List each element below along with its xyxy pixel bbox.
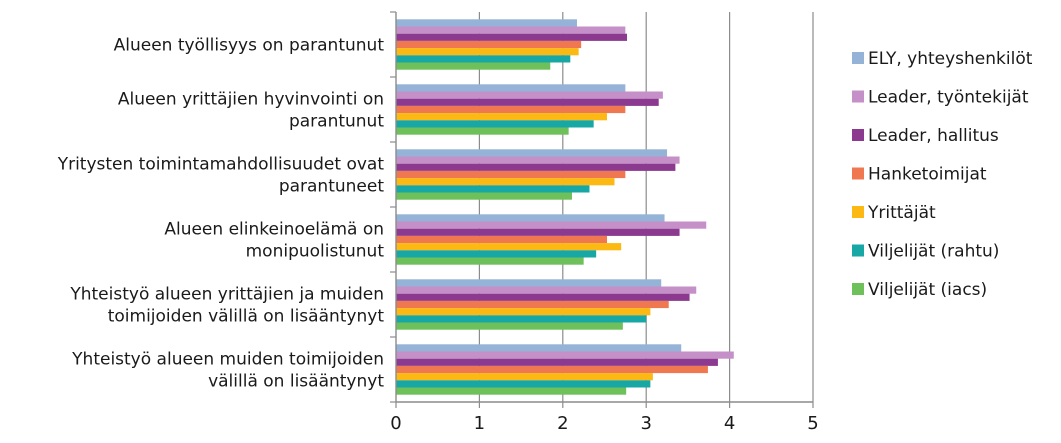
bar-5-4 [396, 300, 669, 309]
bar-1-1 [396, 19, 577, 27]
bar-2-4 [396, 105, 626, 114]
legend-label-1: ELY, yhteyshenkilöt [868, 49, 1033, 69]
bar-3-7 [396, 192, 572, 200]
bar-4-6 [396, 250, 597, 258]
bar-6-7 [396, 387, 627, 395]
bar-6-4 [396, 365, 708, 374]
category-label-5-line-2: toimijoiden välillä on lisääntynyt [108, 307, 385, 327]
bar-3-6 [396, 185, 590, 193]
bar-5-3 [396, 293, 690, 301]
tick-label-3: 3 [640, 413, 651, 434]
bar-5-1 [396, 279, 662, 287]
bar-4-7 [396, 257, 584, 265]
category-label-5-line-1: Yhteistyö alueen yrittäjien ja muiden [69, 285, 384, 305]
category-labels: Alueen työllisyys on parantunut Alueen yr… [57, 36, 385, 392]
legend-swatch-5 [852, 206, 864, 218]
bar-1-2 [396, 26, 626, 34]
bar-2-1 [396, 84, 626, 92]
bar-1-4 [396, 40, 582, 49]
bars [396, 19, 734, 395]
bar-6-6 [396, 380, 651, 388]
legend: ELY, yhteyshenkilöt Leader, työntekijät Le… [852, 49, 1033, 300]
tick-label-4: 4 [724, 413, 735, 434]
bar-6-3 [396, 358, 718, 366]
bar-6-1 [396, 344, 682, 352]
category-label-2-line-2: parantunut [289, 112, 384, 132]
bar-1-5 [396, 48, 579, 56]
legend-swatch-3 [852, 129, 864, 141]
tick-label-5: 5 [807, 413, 818, 434]
tick-label-1: 1 [474, 413, 485, 434]
bar-1-6 [396, 55, 571, 63]
tick-label-2: 2 [557, 413, 568, 434]
category-label-4-line-2: monipuolistunut [246, 242, 385, 262]
category-label-6-line-1: Yhteistyö alueen muiden toimijoiden [71, 350, 384, 370]
legend-label-2: Leader, työntekijät [868, 88, 1029, 108]
bar-5-7 [396, 322, 623, 330]
tick-labels: 0 1 2 3 4 5 [390, 413, 818, 434]
bar-5-2 [396, 286, 697, 294]
bar-5-5 [396, 308, 651, 316]
legend-label-4: Hanketoimijat [868, 165, 987, 185]
legend-label-7: Viljelijät (iacs) [868, 280, 987, 300]
gridlines [478, 12, 814, 402]
legend-label-5: Yrittäjät [867, 203, 936, 223]
legend-swatch-7 [852, 283, 864, 295]
bar-6-5 [396, 373, 653, 381]
bar-1-3 [396, 33, 628, 41]
bar-4-4 [396, 235, 608, 244]
bar-2-3 [396, 98, 659, 106]
legend-swatch-2 [852, 90, 864, 103]
legend-label-6: Viljelijät (rahtu) [868, 242, 999, 262]
category-label-6-line-2: välillä on lisääntynyt [208, 372, 384, 392]
category-label-1-line-1: Alueen työllisyys on parantunut [114, 36, 385, 56]
bar-2-5 [396, 113, 608, 121]
bar-2-7 [396, 127, 569, 135]
bar-1-7 [396, 62, 551, 70]
bar-4-1 [396, 214, 665, 222]
bar-4-2 [396, 221, 707, 229]
axes [390, 11, 814, 408]
bar-3-1 [396, 149, 668, 157]
bar-3-4 [396, 170, 626, 179]
bar-2-2 [396, 91, 663, 99]
category-label-4-line-1: Alueen elinkeinoelämä on [164, 220, 384, 240]
tick-label-0: 0 [390, 413, 401, 434]
legend-swatch-4 [852, 167, 864, 180]
bar-3-5 [396, 178, 615, 186]
bar-3-2 [396, 156, 680, 164]
legend-swatch-1 [852, 52, 864, 64]
legend-swatch-6 [852, 244, 864, 257]
bar-6-2 [396, 351, 734, 359]
bar-4-5 [396, 243, 622, 251]
bar-2-6 [396, 120, 594, 128]
category-label-3-line-1: Yritysten toimintamahdollisuudet ovat [57, 155, 385, 175]
legend-label-3: Leader, hallitus [868, 126, 999, 146]
bar-4-3 [396, 228, 680, 236]
bar-5-6 [396, 315, 647, 323]
category-label-3-line-2: parantuneet [279, 177, 385, 197]
category-label-2-line-1: Alueen yrittäjien hyvinvointi on [118, 90, 384, 110]
bar-3-3 [396, 163, 676, 171]
